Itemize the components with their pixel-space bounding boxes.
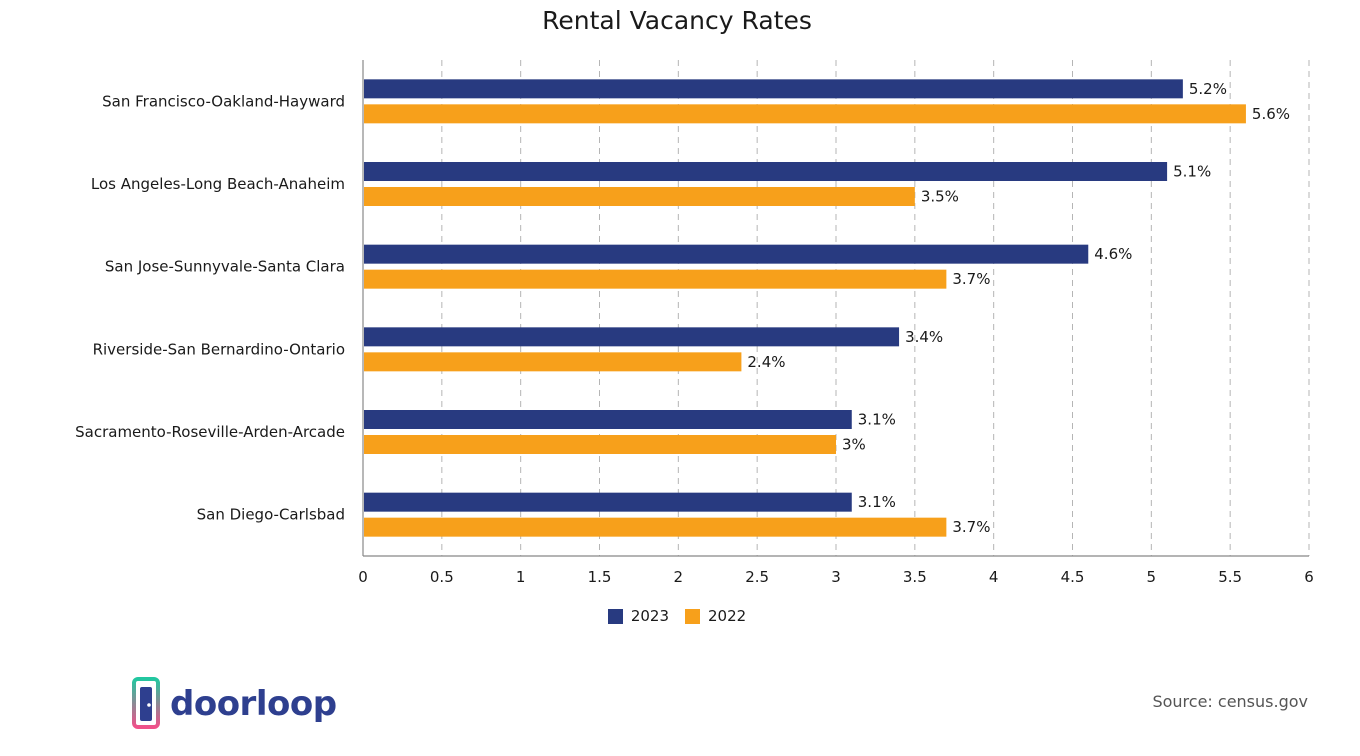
- x-tick-label: 0.5: [430, 568, 454, 586]
- x-tick-label: 2: [674, 568, 684, 586]
- data-label: 3%: [842, 436, 866, 454]
- chart-title: Rental Vacancy Rates: [542, 6, 812, 35]
- bar-2023: [364, 162, 1168, 181]
- bar-2022: [364, 269, 947, 289]
- bars: 5.2% 5.6% 5.1% 3.5% 4.6% 3.7% 3.4% 2.4% 3.1% 3% 3.…: [364, 79, 1290, 537]
- category-label: San Francisco-Oakland-Hayward: [102, 92, 345, 110]
- legend-label-2023: 2023: [630, 607, 669, 625]
- bar-2023: [364, 244, 1089, 264]
- doorloop-logo: doorloop: [132, 677, 337, 731]
- bar-2022: [364, 187, 915, 206]
- legend-item-2022: 2022: [685, 607, 746, 625]
- category-label: Riverside-San Bernardino-Ontario: [93, 340, 345, 358]
- legend-swatch-2022: [685, 608, 700, 624]
- x-tick-label: 0: [358, 568, 368, 586]
- bar-2022: [364, 352, 742, 372]
- data-label: 5.1%: [1173, 163, 1211, 181]
- bar-2022: [364, 517, 947, 537]
- bar-2022: [364, 435, 836, 454]
- bar-2023: [364, 79, 1183, 99]
- logo-wordmark: doorloop: [170, 684, 337, 724]
- x-tick-label: 2.5: [745, 568, 769, 586]
- x-tick-label: 1: [516, 568, 526, 586]
- legend-item-2023: 2023: [607, 607, 669, 625]
- category-label: Los Angeles-Long Beach-Anaheim: [91, 175, 345, 193]
- bar-2023: [364, 410, 852, 429]
- x-tick-label: 3.5: [903, 568, 927, 586]
- data-label: 3.7%: [952, 270, 990, 288]
- gridlines: [441, 60, 1310, 556]
- data-label: 3.1%: [858, 411, 896, 429]
- x-tick-label: 1.5: [588, 568, 612, 586]
- data-label: 4.6%: [1094, 245, 1132, 263]
- data-label: 3.7%: [952, 518, 990, 536]
- bar-2023: [364, 327, 900, 347]
- x-tick-label: 4.5: [1061, 568, 1085, 586]
- legend: 2023 2022: [0, 607, 1354, 625]
- data-label: 3.5%: [921, 188, 959, 206]
- bar-chart: 5.2% 5.6% 5.1% 3.5% 4.6% 3.7% 3.4% 2.4% 3.1% 3% 3.…: [75, 60, 1314, 586]
- bar-2022: [364, 104, 1246, 124]
- legend-label-2022: 2022: [708, 607, 747, 625]
- data-label: 2.4%: [747, 353, 785, 371]
- x-tick-label: 4: [989, 568, 999, 586]
- bar-2023: [364, 492, 852, 512]
- x-tick-label: 5.5: [1218, 568, 1242, 586]
- category-label: San Diego-Carlsbad: [197, 506, 345, 524]
- x-tick-label: 3: [831, 568, 841, 586]
- category-label: Sacramento-Roseville-Arden-Arcade: [75, 423, 345, 441]
- data-label: 3.4%: [905, 328, 943, 346]
- x-tick-label: 5: [1147, 568, 1157, 586]
- x-tick-label: 6: [1304, 568, 1314, 586]
- data-label: 3.1%: [858, 493, 896, 511]
- data-label: 5.6%: [1252, 105, 1290, 123]
- door-icon: [132, 677, 160, 729]
- axes: 0 0.5 1 1.5 2 2.5 3 3.5 4 4.5 5 5.5 6 San Francisco-O…: [75, 60, 1314, 586]
- legend-swatch-2023: [607, 608, 623, 624]
- category-label: San Jose-Sunnyvale-Santa Clara: [105, 258, 345, 276]
- source-note: Source: census.gov: [1152, 692, 1308, 711]
- data-label: 5.2%: [1189, 80, 1227, 98]
